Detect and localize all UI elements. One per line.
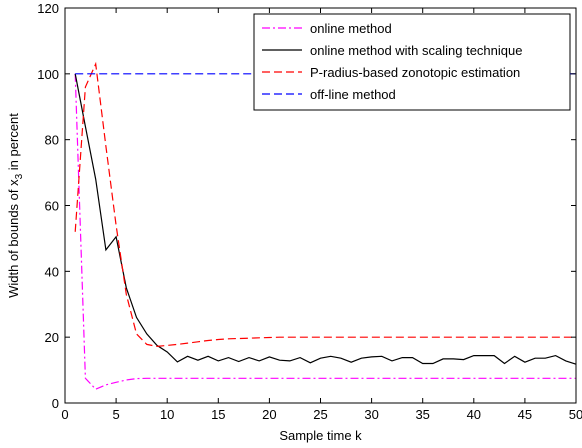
x-tick-label: 50 bbox=[569, 407, 582, 422]
legend-label: off-line method bbox=[310, 87, 396, 102]
y-tick-label: 60 bbox=[45, 199, 59, 214]
x-tick-label: 40 bbox=[467, 407, 481, 422]
y-tick-label: 80 bbox=[45, 133, 59, 148]
series-line-p-radius-based-zonotopic-estimation bbox=[74, 61, 576, 348]
x-axis-label: Sample time k bbox=[279, 428, 362, 443]
y-tick-label: 20 bbox=[45, 330, 59, 345]
x-tick-label: 30 bbox=[364, 407, 378, 422]
legend-label: P-radius-based zonotopic estimation bbox=[310, 65, 520, 80]
axes-layer: 0 5 10 15 20 25 30 35 40 45 50 0 20 40 60 80 100 120 bbox=[37, 1, 582, 422]
x-tick-label: 25 bbox=[313, 407, 327, 422]
x-tick-label: 20 bbox=[262, 407, 276, 422]
x-tick-label: 10 bbox=[160, 407, 174, 422]
y-axis-label: Width of bounds of x3 in percent bbox=[6, 113, 25, 298]
y-tick-label: 40 bbox=[45, 264, 59, 279]
legend: online method online method with scaling … bbox=[253, 13, 571, 111]
legend-box bbox=[253, 13, 571, 111]
y-axis-label-suffix: in percent bbox=[6, 113, 21, 174]
x-tick-label: 45 bbox=[518, 407, 532, 422]
y-tick-label: 100 bbox=[37, 67, 59, 82]
x-tick-label: 35 bbox=[415, 407, 429, 422]
y-axis-label-prefix: Width of bounds of x bbox=[6, 179, 21, 298]
y-axis-label-subscript: 3 bbox=[14, 173, 25, 179]
y-tick-label: 0 bbox=[52, 396, 59, 411]
legend-label: online method bbox=[310, 21, 392, 36]
series-layer bbox=[74, 61, 577, 390]
y-tick-label: 120 bbox=[37, 1, 59, 16]
x-tick-label: 0 bbox=[61, 407, 68, 422]
x-tick-label: 15 bbox=[211, 407, 225, 422]
series-line-online-method bbox=[74, 73, 576, 390]
legend-label: online method with scaling technique bbox=[310, 43, 522, 58]
x-tick-label: 5 bbox=[112, 407, 119, 422]
